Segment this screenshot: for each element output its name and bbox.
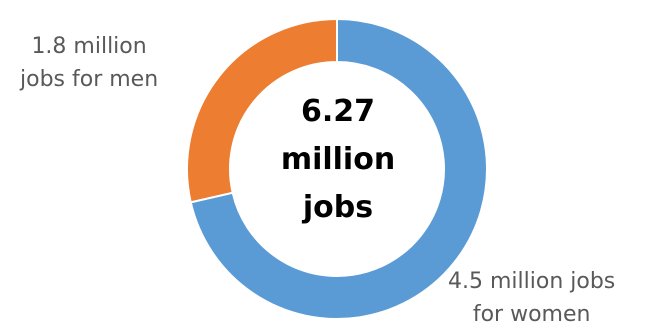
- center-total-line-3: jobs: [302, 190, 374, 225]
- slice-label-men-line-2: jobs for men: [20, 67, 159, 92]
- slice-label-women-line-2: for women: [472, 302, 591, 327]
- slice-label-women-line-1: 4.5 million jobs: [448, 269, 616, 294]
- center-total-line-2: million: [280, 142, 396, 177]
- slice-label-men: 1.8 million jobs for men: [20, 30, 158, 96]
- slice-label-men-line-1: 1.8 million: [31, 34, 147, 59]
- donut-slice-women: [189, 17, 488, 320]
- center-total-label: 6.27 million jobs: [268, 88, 408, 232]
- slice-label-women: 4.5 million jobs for women: [448, 265, 615, 331]
- center-total-line-1: 6.27: [300, 94, 376, 129]
